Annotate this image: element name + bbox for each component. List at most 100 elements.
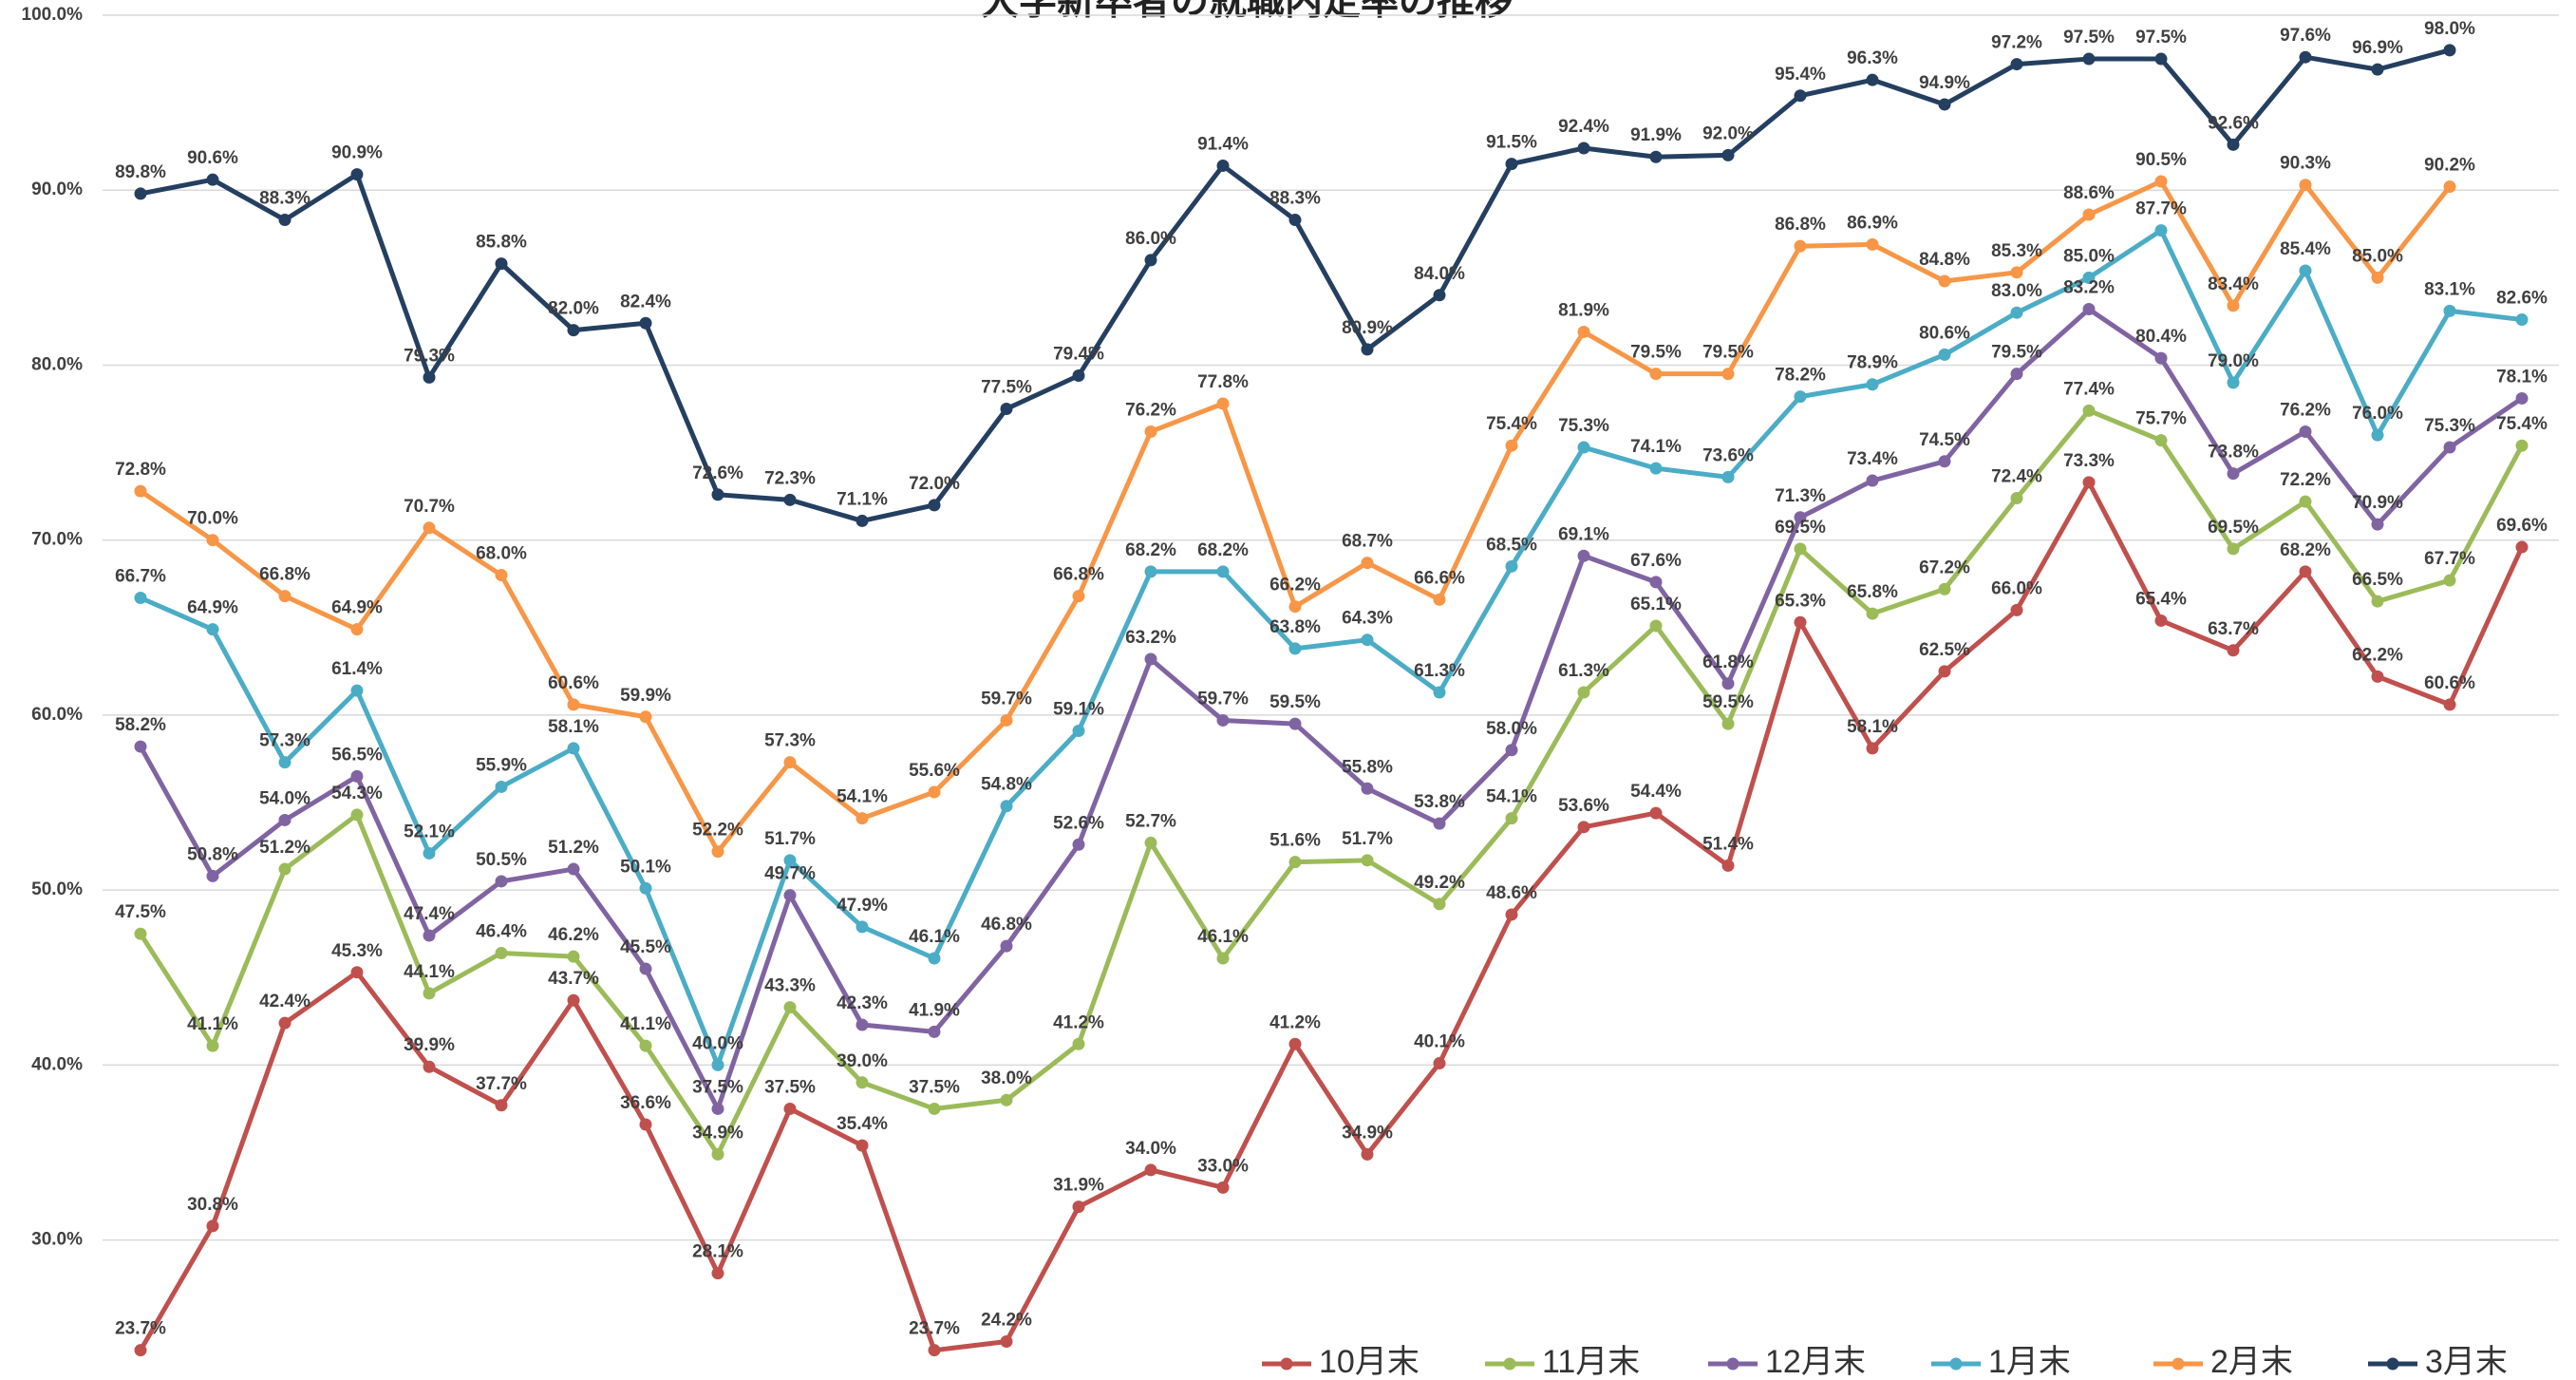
data-label: 59.5%: [1269, 692, 1321, 712]
data-point: [2082, 52, 2096, 66]
data-label: 56.5%: [331, 745, 383, 765]
data-point: [206, 1219, 219, 1233]
data-point: [1072, 725, 1085, 738]
legend-marker: [1280, 1357, 1293, 1371]
data-point: [1288, 856, 1302, 869]
data-label: 51.7%: [764, 829, 816, 849]
data-point: [783, 889, 797, 902]
data-label: 65.3%: [1775, 591, 1826, 611]
data-point: [134, 1344, 147, 1357]
data-label: 97.5%: [2063, 28, 2115, 47]
data-label: 57.3%: [259, 731, 310, 751]
data-label: 66.8%: [259, 565, 310, 585]
data-point: [1649, 462, 1663, 475]
data-point: [856, 812, 869, 825]
data-label: 39.9%: [404, 1035, 455, 1055]
data-point: [2082, 404, 2096, 417]
data-label: 74.5%: [1919, 430, 1970, 450]
data-label: 96.9%: [2352, 38, 2403, 58]
data-point: [350, 623, 364, 636]
data-label: 78.2%: [1775, 366, 1826, 386]
data-label: 66.5%: [2352, 570, 2403, 590]
data-point: [856, 1018, 869, 1031]
legend-marker: [1726, 1357, 1739, 1371]
data-point: [1072, 1037, 1085, 1050]
data-label: 75.3%: [2424, 416, 2475, 436]
data-label: 59.7%: [981, 689, 1032, 709]
data-label: 79.4%: [1053, 345, 1104, 365]
data-label: 84.0%: [1414, 264, 1465, 284]
data-label: 68.5%: [1486, 535, 1537, 555]
data-label: 61.8%: [1702, 652, 1754, 672]
data-label: 88.3%: [1269, 189, 1321, 209]
data-point: [2443, 574, 2456, 587]
data-label: 86.9%: [1847, 213, 1898, 233]
data-point: [711, 1102, 724, 1115]
data-point: [423, 521, 436, 535]
data-label: 61.3%: [1414, 661, 1465, 681]
data-point: [1072, 590, 1085, 603]
data-point: [856, 514, 869, 527]
data-label: 95.4%: [1775, 65, 1826, 85]
data-label: 59.5%: [1702, 692, 1754, 712]
data-label: 78.1%: [2496, 367, 2548, 387]
data-label: 78.9%: [1847, 353, 1898, 373]
data-point: [639, 962, 652, 975]
data-label: 34.0%: [1125, 1139, 1176, 1159]
data-label: 51.6%: [1269, 831, 1321, 851]
series-line: [140, 228, 2523, 1068]
data-point: [639, 881, 652, 895]
data-point: [567, 993, 580, 1007]
data-label: 77.4%: [2063, 379, 2115, 399]
data-label: 85.0%: [2352, 246, 2403, 266]
data-point: [495, 257, 508, 271]
data-point: [928, 1102, 941, 1115]
data-point: [928, 952, 941, 965]
data-point: [423, 846, 436, 860]
chart-title: 大学新卒者の就職内定率の推移: [981, 0, 1513, 23]
data-point: [1794, 615, 1807, 629]
data-point: [1000, 939, 1013, 953]
legend-label: 2月末: [2210, 1344, 2293, 1380]
data-label: 50.8%: [187, 844, 238, 864]
data-point: [2371, 271, 2384, 284]
data-point: [2227, 299, 2240, 312]
data-label: 68.7%: [1342, 532, 1393, 552]
data-label: 73.8%: [2208, 443, 2259, 463]
data-label: 46.1%: [1197, 927, 1249, 947]
data-label: 34.9%: [1342, 1123, 1393, 1143]
data-point: [2371, 595, 2384, 608]
data-point: [1938, 582, 1951, 595]
data-point: [206, 534, 219, 547]
data-point: [1505, 744, 1518, 757]
data-point: [928, 499, 941, 512]
data-label: 40.1%: [1414, 1032, 1465, 1052]
data-label: 58.1%: [1847, 717, 1898, 737]
series-line: [138, 480, 2525, 1353]
data-label: 82.0%: [548, 299, 599, 319]
legend-label: 12月末: [1765, 1344, 1866, 1380]
legend-label: 3月末: [2425, 1344, 2508, 1380]
data-label: 55.9%: [476, 755, 527, 775]
data-point: [2082, 271, 2096, 284]
data-label: 57.3%: [764, 731, 816, 751]
data-point: [1000, 403, 1013, 416]
y-tick-label: 50.0%: [31, 879, 83, 899]
data-label: 83.4%: [2208, 274, 2259, 294]
data-point: [1866, 237, 1879, 251]
data-point: [278, 1016, 291, 1030]
data-point: [2443, 180, 2456, 194]
data-point: [1649, 806, 1663, 820]
data-label: 83.2%: [2063, 278, 2115, 298]
data-point: [1072, 1200, 1085, 1214]
data-point: [2154, 175, 2168, 188]
data-point: [2082, 303, 2096, 316]
data-point: [928, 1344, 941, 1357]
data-point: [639, 1118, 652, 1131]
data-point: [1361, 343, 1374, 356]
data-point: [1938, 665, 1951, 678]
data-label: 37.5%: [692, 1077, 743, 1097]
data-label: 91.9%: [1630, 125, 1682, 145]
data-point: [2515, 391, 2529, 405]
data-label: 68.2%: [1125, 540, 1176, 560]
